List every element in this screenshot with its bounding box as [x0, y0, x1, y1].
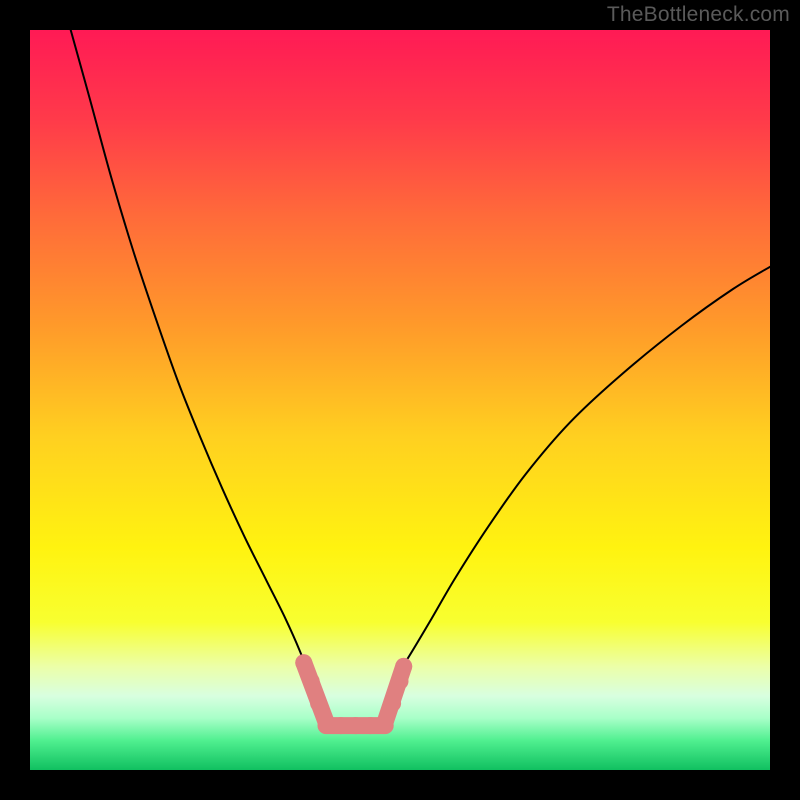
trough-segment [304, 663, 326, 722]
watermark-text: TheBottleneck.com [607, 3, 790, 27]
trough-dot [310, 695, 327, 712]
trough-dot [384, 695, 401, 712]
trough-dot [318, 713, 335, 730]
trough-dot [395, 658, 412, 675]
trough-dot [295, 654, 312, 671]
curve-left [71, 30, 312, 681]
trough-dot [392, 673, 409, 690]
curve-right [393, 267, 770, 681]
trough-dot [303, 673, 320, 690]
plot-area [30, 30, 770, 770]
trough-dot [347, 717, 364, 734]
trough-dot [332, 717, 349, 734]
chart-svg [30, 30, 770, 770]
trough-dot [362, 717, 379, 734]
trough-dot [377, 713, 394, 730]
